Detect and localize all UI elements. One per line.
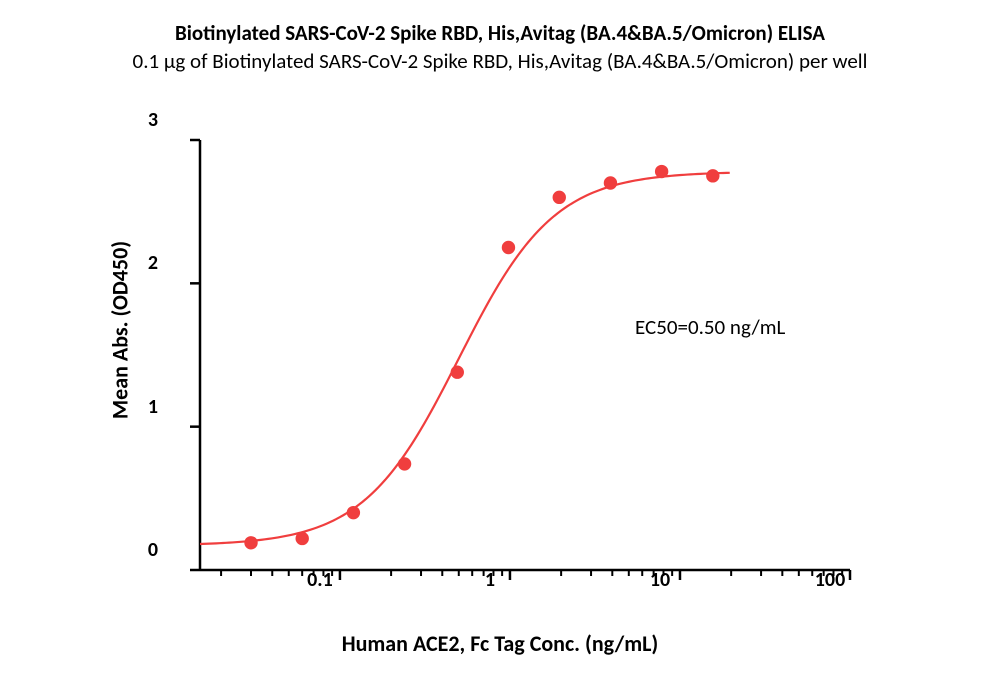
x-tick-label: 1 bbox=[485, 568, 495, 592]
x-tick-label: 10 bbox=[650, 568, 670, 592]
plot-area bbox=[180, 120, 870, 590]
x-tick-label: 0.1 bbox=[307, 568, 333, 592]
y-tick-label: 2 bbox=[148, 251, 158, 275]
y-tick-label: 3 bbox=[148, 108, 158, 132]
chart-subtitle: 0.1 μg of Biotinylated SARS-CoV-2 Spike … bbox=[0, 48, 1000, 74]
ec50-annotation: EC50=0.50 ng/mL bbox=[635, 314, 785, 340]
x-tick-label: 100 bbox=[815, 568, 845, 592]
chart-title: Biotinylated SARS-CoV-2 Spike RBD, His,A… bbox=[0, 20, 1000, 46]
y-tick-label: 1 bbox=[148, 395, 158, 419]
y-axis-label: Mean Abs. (OD450) bbox=[107, 241, 134, 419]
chart-container: Biotinylated SARS-CoV-2 Spike RBD, His,A… bbox=[0, 0, 1000, 698]
y-tick-label: 0 bbox=[148, 538, 158, 562]
x-axis-label: Human ACE2, Fc Tag Conc. (ng/mL) bbox=[342, 630, 659, 657]
